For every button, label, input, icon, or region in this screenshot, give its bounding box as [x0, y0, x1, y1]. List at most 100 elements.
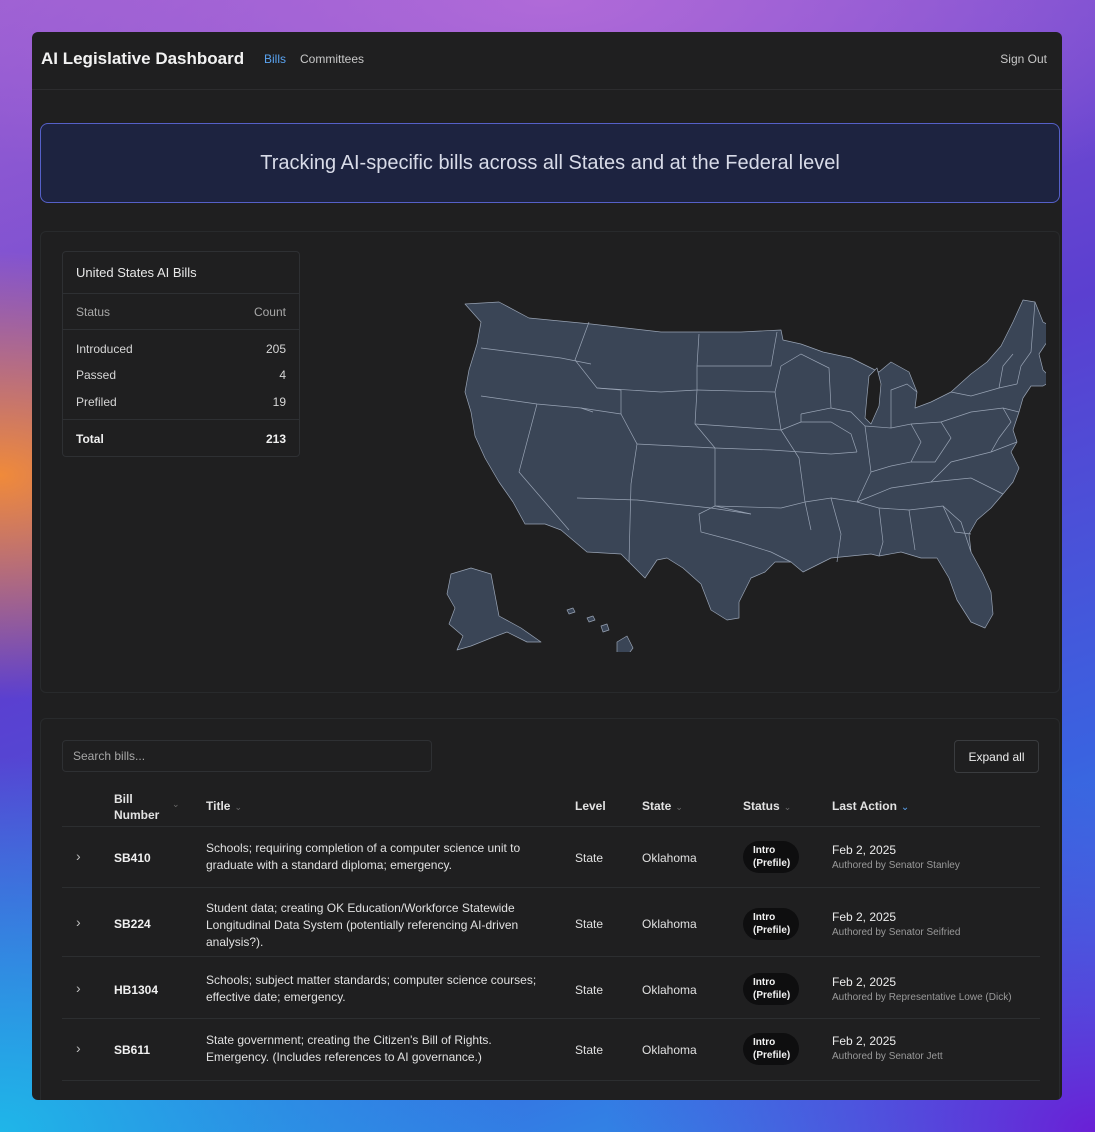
state-borders — [910, 421, 952, 463]
tracking-banner: Tracking AI-specific bills across all St… — [40, 123, 1060, 203]
bill-state: Oklahoma — [642, 983, 697, 997]
bill-level: State — [575, 851, 604, 865]
table-row[interactable]: › SB410 Schools; requiring completion of… — [62, 827, 1040, 887]
state-borders — [714, 501, 812, 531]
state-borders — [856, 501, 884, 557]
status-badge-line2: (Prefile) — [753, 858, 791, 869]
bill-level: State — [575, 917, 604, 931]
bills-panel: Expand all Bill Number ⌄ Title⌄ Level St… — [40, 718, 1060, 1100]
bill-number[interactable]: SB611 — [114, 1043, 151, 1057]
sort-chevron-icon[interactable]: ⌄ — [234, 802, 242, 812]
table-divider — [62, 1018, 1040, 1019]
sort-chevron-icon[interactable]: ⌄ — [675, 802, 683, 812]
nav-link-bills[interactable]: Bills — [264, 52, 287, 66]
last-action-date: Feb 2, 2025 — [832, 1034, 897, 1048]
status-badge: Intro (Prefile) — [743, 1033, 799, 1065]
divider — [63, 293, 299, 294]
sort-chevron-down-icon[interactable]: ⌄ — [900, 802, 910, 813]
summary-count-prefiled: 19 — [272, 395, 286, 409]
state-borders — [950, 383, 1018, 397]
state-borders — [890, 383, 918, 428]
table-row[interactable]: › SB224 Student data; creating OK Educat… — [62, 888, 1040, 956]
bill-state: Oklahoma — [642, 917, 697, 931]
us-states-map[interactable] — [331, 262, 1046, 652]
state-borders — [580, 407, 622, 415]
last-action-date: Feb 2, 2025 — [832, 975, 897, 989]
state-borders — [908, 505, 972, 553]
column-header-bill-number[interactable]: Bill Number — [114, 791, 159, 823]
state-borders — [940, 407, 1020, 423]
table-row[interactable]: › SB611 State government; creating the C… — [62, 1019, 1040, 1079]
alaska-shape[interactable] — [446, 567, 542, 651]
summary-header-count: Count — [253, 305, 286, 319]
sign-out-link[interactable]: Sign Out — [1000, 52, 1047, 66]
status-badge-line2: (Prefile) — [753, 1050, 791, 1061]
lake-michigan-shape — [864, 367, 882, 425]
state-borders — [990, 407, 1012, 453]
bill-title: Schools; requiring completion of a compu… — [206, 841, 521, 872]
status-badge: Intro (Prefile) — [743, 973, 799, 1005]
table-row[interactable]: › HB1304 Schools; subject matter standar… — [62, 957, 1040, 1018]
bill-number[interactable]: HB1304 — [114, 983, 159, 997]
status-header-label: Status — [743, 799, 780, 813]
status-badge-line2: (Prefile) — [753, 990, 791, 1001]
hawaii-shape[interactable] — [616, 635, 634, 652]
table-divider — [62, 826, 1040, 827]
bill-author: Authored by Senator Stanley — [832, 860, 960, 871]
state-borders — [774, 391, 806, 503]
column-header-last-action[interactable]: Last Action ⌄ — [832, 799, 909, 813]
state-borders — [480, 347, 592, 365]
status-badge-line2: (Prefile) — [753, 925, 791, 936]
table-divider — [62, 956, 1040, 957]
hawaii-shape[interactable] — [566, 607, 576, 615]
bill-state: Oklahoma — [642, 851, 697, 865]
top-navigation-bar: AI Legislative Dashboard Bills Committee… — [32, 32, 1062, 90]
nav-link-committees[interactable]: Committees — [300, 52, 365, 66]
summary-status-passed: Passed — [76, 368, 117, 382]
bill-author: Authored by Senator Jett — [832, 1051, 943, 1062]
banner-text: Tracking AI-specific bills across all St… — [260, 151, 840, 174]
map-panel: United States AI Bills Status Count Intr… — [40, 231, 1060, 693]
expand-row-chevron-icon[interactable]: › — [76, 914, 81, 930]
state-header-label: State — [642, 799, 672, 813]
summary-status-introduced: Introduced — [76, 342, 133, 356]
summary-total-label: Total — [76, 432, 104, 446]
bill-author: Authored by Representative Lowe (Dick) — [832, 992, 1012, 1003]
bill-title: Student data; creating OK Education/Work… — [206, 901, 519, 949]
column-header-title[interactable]: Title ⌄ — [206, 799, 242, 813]
expand-all-button[interactable]: Expand all — [954, 740, 1039, 773]
state-borders — [697, 331, 778, 367]
state-borders — [480, 395, 594, 413]
app-title: AI Legislative Dashboard — [41, 49, 245, 68]
state-borders — [942, 505, 972, 535]
bill-level: State — [575, 1043, 604, 1057]
column-header-status[interactable]: Status ⌄ — [743, 799, 791, 813]
column-header-state[interactable]: State ⌄ — [642, 799, 683, 813]
summary-status-prefiled: Prefiled — [76, 395, 117, 409]
last-action-header-label: Last Action — [832, 799, 897, 813]
us-mainland-shape[interactable] — [464, 299, 1046, 629]
bill-number[interactable]: SB410 — [114, 851, 151, 865]
table-divider — [62, 887, 1040, 888]
sort-chevron-icon[interactable]: ⌄ — [172, 799, 180, 809]
expand-row-chevron-icon[interactable]: › — [76, 848, 81, 864]
status-badge: Intro (Prefile) — [743, 841, 799, 873]
expand-row-chevron-icon[interactable]: › — [76, 1040, 81, 1056]
sort-chevron-icon[interactable]: ⌄ — [783, 802, 792, 812]
state-borders — [930, 441, 1018, 483]
bill-number-header-line1: Bill — [114, 792, 133, 806]
hawaii-shape[interactable] — [600, 623, 610, 633]
status-badge-line1: Intro — [753, 845, 776, 856]
search-bills-input[interactable] — [62, 740, 432, 772]
hawaii-shape[interactable] — [586, 615, 596, 623]
summary-total-count: 213 — [265, 432, 286, 446]
state-borders — [998, 353, 1014, 389]
summary-title: United States AI Bills — [76, 265, 197, 280]
bill-number[interactable]: SB224 — [114, 917, 151, 931]
state-borders — [1016, 301, 1036, 385]
state-borders — [698, 505, 792, 563]
state-borders — [620, 413, 638, 563]
expand-row-chevron-icon[interactable]: › — [76, 980, 81, 996]
bills-summary-card: United States AI Bills Status Count Intr… — [62, 251, 300, 457]
app-window: AI Legislative Dashboard Bills Committee… — [32, 32, 1062, 1100]
